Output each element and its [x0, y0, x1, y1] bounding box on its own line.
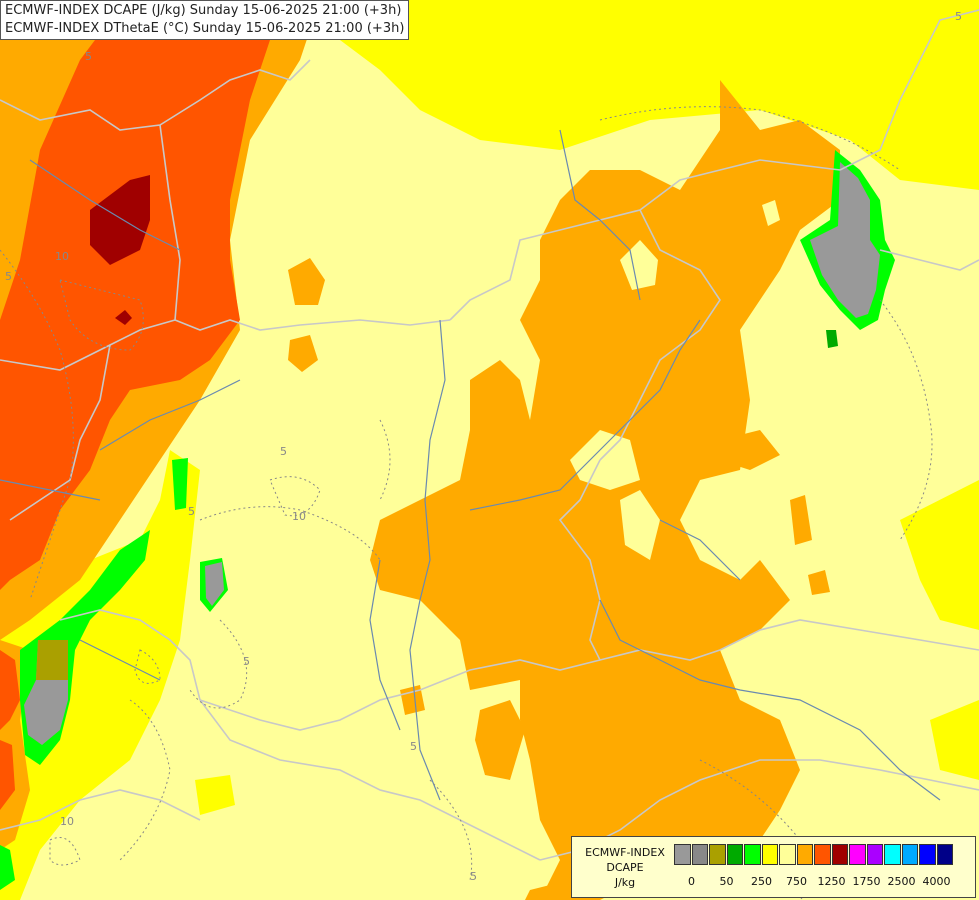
dcape-light-patches	[570, 200, 780, 560]
country-borders	[0, 9, 979, 861]
contour-label: 5	[470, 870, 477, 883]
legend-tick-label: 50	[719, 875, 734, 888]
contour-label-group: 5 10 5 5 5 5 10 5 5 10 5 5	[5, 10, 962, 883]
legend-tick-label: 0	[688, 875, 695, 888]
legend-swatches	[674, 844, 954, 865]
legend-tick-label: 250	[751, 875, 772, 888]
legend-tick-label: 1750	[852, 875, 881, 888]
contour-label: 5	[243, 655, 250, 668]
legend-swatch	[866, 844, 883, 865]
legend-swatch	[796, 844, 813, 865]
legend-tick-label: 750	[786, 875, 807, 888]
contour-label: 5	[280, 445, 287, 458]
legend-swatch	[726, 844, 743, 865]
contour-label: 5	[5, 270, 12, 283]
legend-swatch	[936, 844, 953, 865]
contour-label: 5	[955, 10, 962, 23]
legend-swatch	[709, 844, 726, 865]
contour-label: 5	[410, 740, 417, 753]
legend-title-param: DCAPE	[606, 861, 644, 874]
legend-ticks: 0 50 250 750 1250 1750 2500 4000	[674, 875, 974, 891]
contour-label: 10	[55, 250, 69, 263]
dcape-olive-area	[36, 640, 68, 680]
legend-tick-label: 1250	[817, 875, 846, 888]
legend-title-unit: J/kg	[614, 876, 636, 889]
legend-swatch	[901, 844, 918, 865]
dcape-dark-red-areas	[90, 175, 150, 325]
legend-swatch	[814, 844, 831, 865]
map-title-dthetae: ECMWF-INDEX DThetaE (°C) Sunday 15-06-20…	[5, 21, 405, 36]
legend-swatch	[779, 844, 796, 865]
contour-label: 5	[188, 505, 195, 518]
color-legend: ECMWF-INDEX DCAPE J/kg 0 50 250 750 1250 1750…	[571, 836, 976, 898]
legend-swatch	[761, 844, 778, 865]
legend-swatch	[919, 844, 936, 865]
map-title-dcape: ECMWF-INDEX DCAPE (J/kg) Sunday 15-06-20…	[5, 3, 402, 18]
legend-swatch	[744, 844, 761, 865]
legend-tick-label: 4000	[922, 875, 951, 888]
map-title-box: ECMWF-INDEX DCAPE (J/kg) Sunday 15-06-20…	[0, 0, 410, 40]
legend-swatch	[691, 844, 708, 865]
legend-swatch	[884, 844, 901, 865]
contour-label: 10	[292, 510, 306, 523]
contour-label: 10	[60, 815, 74, 828]
legend-title: ECMWF-INDEX DCAPE J/kg	[576, 845, 674, 890]
legend-swatch	[831, 844, 848, 865]
legend-tick-label: 2500	[887, 875, 916, 888]
dthetae-contours	[0, 106, 933, 900]
rivers	[0, 129, 941, 801]
contour-label: 5	[85, 50, 92, 63]
legend-title-model: ECMWF-INDEX	[585, 846, 665, 859]
dcape-dark-orange-areas	[0, 0, 280, 810]
legend-swatch	[674, 844, 691, 865]
legend-swatch	[849, 844, 866, 865]
